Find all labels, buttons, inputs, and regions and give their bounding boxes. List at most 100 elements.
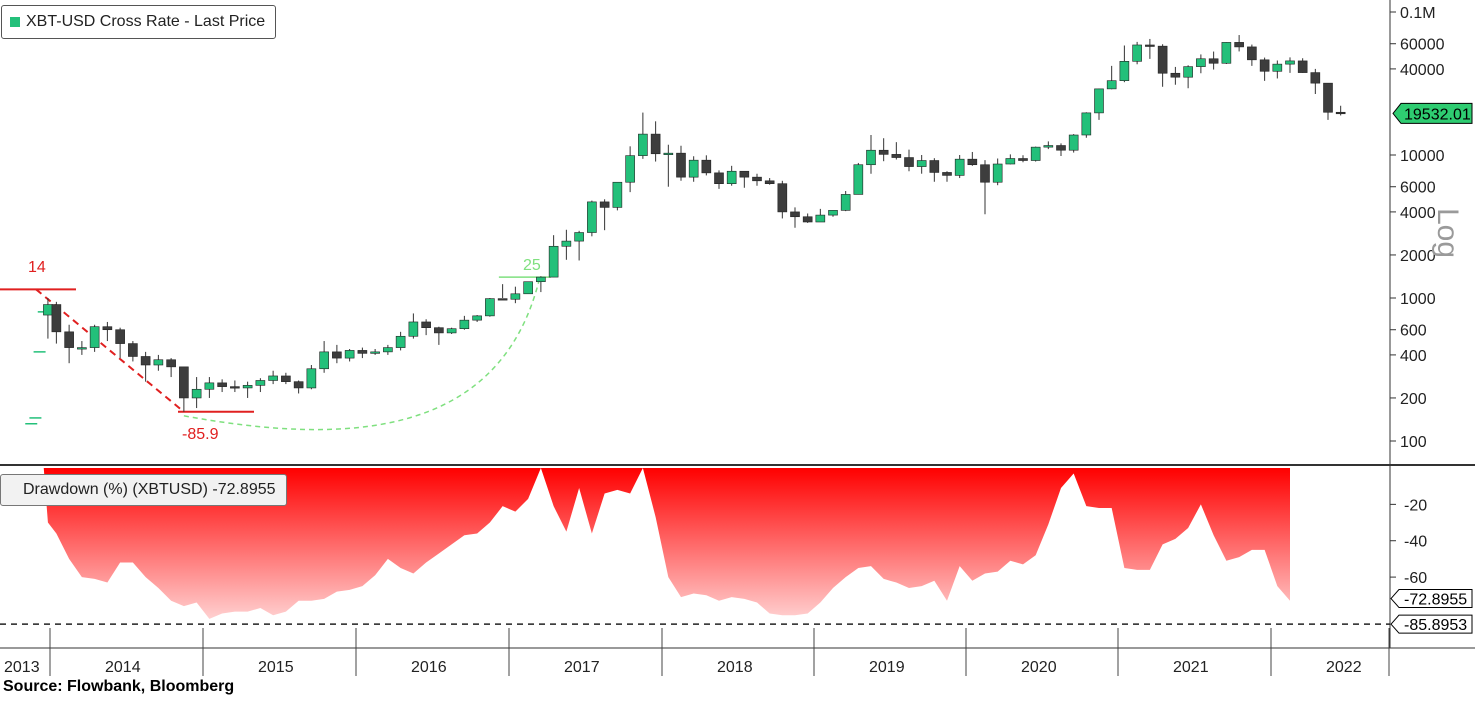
- price-candle: [866, 149, 876, 166]
- price-candle: [752, 176, 762, 182]
- price-candle: [459, 319, 470, 329]
- price-y-tick-label: 600: [1400, 323, 1427, 340]
- price-candle: [179, 366, 189, 399]
- price-candle: [790, 211, 800, 218]
- price-candle: [587, 201, 597, 233]
- price-candle: [1297, 60, 1308, 73]
- price-candle: [510, 293, 521, 300]
- price-candle: [536, 276, 546, 283]
- price-candle: [701, 159, 712, 174]
- x-tick-label: 2015: [258, 659, 294, 676]
- price-candle: [878, 149, 889, 155]
- price-y-tick-label: 0.1M: [1400, 5, 1436, 22]
- price-candle: [1018, 158, 1028, 161]
- x-tick-label: 2013: [4, 659, 40, 676]
- drawdown-area: [31, 468, 1290, 619]
- price-candle: [1119, 61, 1130, 81]
- drawdown-y-tick-label: -60: [1404, 570, 1427, 587]
- price-candle: [1081, 112, 1092, 136]
- drawdown-y-tick-label: -40: [1404, 534, 1427, 551]
- price-candle: [942, 172, 952, 176]
- price-legend-label: XBT-USD Cross Rate - Last Price: [26, 13, 266, 30]
- price-candle: [383, 347, 393, 353]
- price-candle: [485, 298, 495, 317]
- x-tick-label: 2019: [869, 659, 905, 676]
- price-candle: [802, 216, 813, 223]
- price-candle: [357, 350, 368, 354]
- price-candle: [153, 359, 164, 366]
- recovery-duration-label: 25: [523, 257, 541, 274]
- price-candle: [1132, 44, 1142, 62]
- drawdown-legend: Drawdown (%) (XBTUSD) -72.8955: [0, 474, 287, 506]
- x-tick-label: 2014: [105, 659, 141, 676]
- last-price-label: 19532.01: [1404, 106, 1471, 123]
- price-y-tick-label: 2000: [1400, 248, 1436, 265]
- price-y-tick-label: 10000: [1400, 148, 1445, 165]
- price-candle: [574, 232, 584, 242]
- price-candle: [561, 240, 572, 247]
- price-candle: [230, 386, 240, 389]
- x-tick-label: 2017: [564, 659, 600, 676]
- price-y-tick-label: 400: [1400, 348, 1427, 365]
- price-candle: [1259, 59, 1270, 72]
- price-candle: [268, 375, 278, 381]
- drawdown-reference-marker: [1390, 614, 1473, 634]
- price-legend: XBT-USD Cross Rate - Last Price: [1, 5, 277, 39]
- price-y-tick-label: 40000: [1400, 62, 1445, 79]
- price-candle: [992, 163, 1003, 183]
- price-candle: [370, 351, 380, 354]
- price-candle: [726, 170, 737, 184]
- price-candle: [650, 133, 661, 155]
- price-candle: [472, 315, 482, 321]
- price-candle: [306, 368, 317, 389]
- price-candle: [1221, 42, 1232, 64]
- drawdown-reference-label: -85.8953: [1404, 617, 1467, 634]
- price-y-tick-label: 4000: [1400, 205, 1436, 222]
- price-candle: [166, 359, 176, 368]
- price-candle: [523, 281, 533, 295]
- price-candle: [408, 321, 419, 337]
- price-candle: [421, 321, 431, 328]
- price-y-tick-label: 100: [1400, 434, 1427, 451]
- price-candle: [1234, 42, 1244, 48]
- price-y-tick-label: 200: [1400, 391, 1427, 408]
- price-candle: [1068, 134, 1079, 151]
- price-candle: [714, 172, 724, 184]
- price-candle: [625, 155, 635, 183]
- price-candle: [891, 154, 902, 158]
- price-candle: [217, 382, 227, 387]
- x-tick-label: 2018: [717, 659, 753, 676]
- price-candle: [1335, 111, 1346, 115]
- last-price-marker: [1392, 102, 1473, 124]
- price-candle: [828, 210, 838, 216]
- price-candle: [1043, 145, 1054, 148]
- price-y-tick-label: 60000: [1400, 37, 1445, 54]
- price-candle: [739, 170, 750, 178]
- price-candle: [1094, 88, 1104, 114]
- price-candle: [1157, 45, 1168, 74]
- price-candle: [904, 157, 914, 167]
- price-candle: [128, 343, 138, 357]
- price-candle: [293, 381, 304, 389]
- price-candle: [395, 335, 406, 348]
- price-candle: [255, 380, 266, 386]
- price-legend-swatch: [10, 17, 20, 27]
- price-candle: [64, 331, 74, 348]
- price-candle: [115, 329, 125, 344]
- source-note: Source: Flowbank, Bloomberg: [3, 678, 235, 695]
- price-candle: [43, 304, 53, 316]
- price-candle: [204, 382, 215, 390]
- peak-duration-label: 14: [28, 259, 46, 276]
- price-candle: [344, 350, 355, 359]
- drawdown-y-tick-label: -20: [1404, 497, 1427, 514]
- price-candle: [1247, 46, 1257, 61]
- price-candle: [446, 328, 457, 334]
- price-y-axis-title: Log: [1431, 208, 1464, 258]
- price-candle: [140, 356, 151, 366]
- price-candle: [319, 351, 329, 370]
- price-candle: [916, 160, 927, 167]
- price-candle: [676, 152, 686, 178]
- price-candle: [1323, 82, 1333, 113]
- price-candle: [853, 164, 864, 195]
